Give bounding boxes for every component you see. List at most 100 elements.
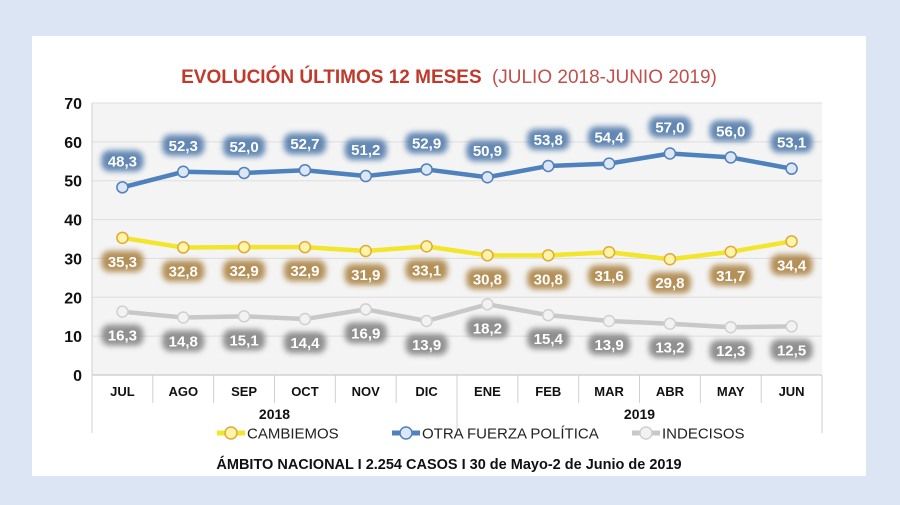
legend: CAMBIEMOS OTRA FUERZA POLÍTICA INDECISOS: [217, 426, 745, 443]
data-point: [602, 245, 616, 259]
data-label: 32,9: [283, 260, 326, 282]
data-label-text: 13,9: [412, 337, 441, 354]
data-point: [177, 311, 190, 324]
series-line: [122, 302, 792, 330]
x-tick-label: JUN: [779, 384, 805, 399]
data-point: [724, 245, 737, 259]
data-label: 30,8: [527, 268, 570, 290]
data-label-glow: [101, 324, 144, 346]
data-point: [542, 308, 555, 322]
data-label-text: 52,7: [290, 136, 319, 153]
data-label-glow: [588, 265, 631, 287]
data-label-text: 52,0: [229, 139, 258, 156]
data-label-glow: [770, 254, 813, 276]
data-point: [663, 317, 677, 330]
chart-footer: ÁMBITO NACIONAL I 2.254 CASOS I 30 de Ma…: [216, 456, 681, 473]
y-tick-label: 60: [64, 135, 82, 152]
data-label-glow: [223, 260, 266, 282]
data-label-glow: [283, 133, 326, 155]
data-point: [298, 163, 312, 177]
data-point: [298, 312, 312, 326]
y-tick-label: 20: [64, 290, 82, 307]
data-label: 14,8: [162, 330, 205, 352]
data-point: [663, 252, 677, 266]
x-tick-label: NOV: [352, 384, 381, 399]
y-tick-label: 10: [64, 329, 82, 346]
x-tick-label: ABR: [656, 384, 685, 399]
data-label: 32,9: [223, 260, 266, 282]
data-label-text: 52,9: [412, 135, 441, 152]
data-label-text: 12,3: [716, 343, 745, 360]
data-label: 35,3: [101, 250, 144, 272]
data-label-glow: [770, 131, 813, 153]
data-point: [481, 170, 494, 184]
data-label-glow: [466, 268, 509, 290]
x-tick-label: AGO: [168, 384, 198, 399]
data-label: 53,8: [527, 128, 570, 150]
data-label-text: 30,8: [534, 271, 563, 288]
data-label: 31,6: [588, 265, 631, 287]
chart-title-main: EVOLUCIÓN ÚLTIMOS 12 MESES: [181, 66, 482, 88]
data-label: 12,3: [709, 340, 752, 362]
data-point: [237, 310, 251, 323]
data-label-glow: [588, 126, 631, 148]
data-label: 52,9: [405, 132, 448, 154]
data-point: [785, 235, 798, 248]
data-label: 13,2: [648, 336, 691, 358]
data-point: [602, 157, 616, 170]
data-label-glow: [344, 139, 387, 161]
data-point: [420, 163, 433, 176]
data-point: [542, 249, 555, 262]
data-label-text: 18,2: [473, 320, 502, 337]
data-label-text: 30,8: [473, 271, 502, 288]
data-label: 16,3: [101, 324, 144, 346]
data-label-glow: [527, 328, 570, 350]
chart-card: EVOLUCIÓN ÚLTIMOS 12 MESES (JULIO 2018-J…: [32, 36, 866, 476]
data-label-text: 53,1: [777, 135, 806, 152]
x-tick-label: MAR: [594, 384, 624, 399]
x-tick-label: ENE: [474, 384, 501, 399]
data-label-text: 35,3: [108, 254, 137, 271]
y-tick-label: 40: [64, 213, 82, 230]
data-label: 30,8: [466, 268, 509, 290]
data-label: 52,3: [162, 134, 205, 156]
data-label-glow: [283, 332, 326, 354]
data-point: [481, 298, 494, 311]
data-label: 57,0: [648, 116, 691, 138]
x-year-label: 2019: [624, 406, 655, 422]
data-point: [177, 165, 190, 179]
data-point: [298, 240, 312, 254]
legend-item: OTRA FUERZA POLÍTICA: [392, 426, 599, 443]
legend-item: CAMBIEMOS: [217, 426, 339, 443]
data-label-glow: [648, 116, 691, 138]
data-label-text: 14,8: [169, 333, 198, 350]
series-line: [122, 235, 792, 262]
data-label-glow: [405, 333, 448, 355]
data-label: 51,2: [344, 139, 387, 161]
data-label-glow: [101, 150, 144, 172]
data-point: [420, 314, 433, 328]
data-label-glow: [405, 259, 448, 281]
data-label-text: 13,2: [655, 340, 684, 357]
data-label-text: 53,8: [534, 132, 563, 149]
data-label-glow: [466, 140, 509, 162]
data-label-glow: [405, 132, 448, 154]
data-label-glow: [466, 317, 509, 339]
y-tick-label: 0: [73, 368, 82, 385]
data-label-glow: [162, 330, 205, 352]
data-point: [237, 240, 251, 254]
data-label-text: 31,6: [594, 268, 623, 285]
x-tick-label: JUL: [110, 384, 135, 399]
data-label: 31,9: [344, 264, 387, 286]
x-tick-label: OCT: [291, 384, 319, 399]
plot-background: [92, 103, 822, 375]
y-tick-label: 50: [64, 174, 82, 191]
data-label: 14,4: [283, 332, 326, 354]
data-label-glow: [709, 264, 752, 286]
data-label-text: 31,7: [716, 268, 745, 285]
data-label-text: 52,3: [169, 138, 198, 155]
data-label-text: 15,1: [229, 332, 258, 349]
plot-area: 0 10 20 30 40 50 60 70 JUL AGO SEP OCT NOV DIC ENE FEB M…: [64, 96, 823, 433]
data-label-glow: [162, 134, 205, 156]
data-label-glow: [162, 260, 205, 282]
